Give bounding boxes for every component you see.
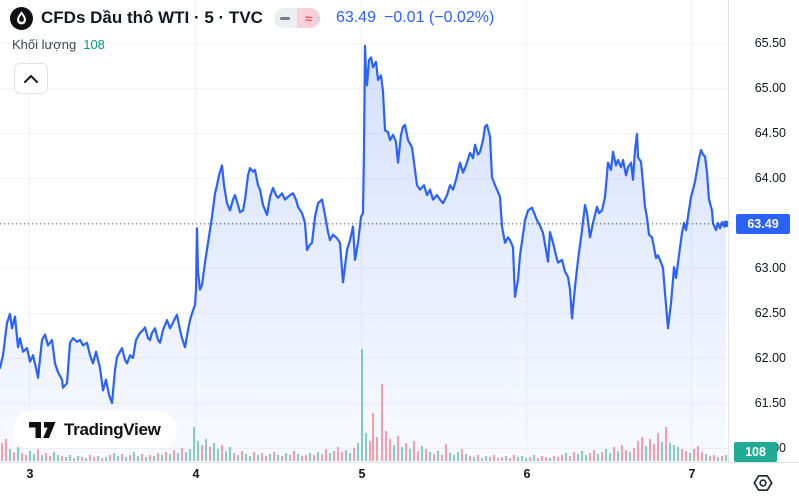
price-tick-label: 65.00: [754, 81, 786, 95]
price-tick-label: 63.00: [754, 261, 786, 275]
price-tick-label: 64.00: [754, 171, 786, 185]
chevron-up-icon: [23, 74, 39, 84]
price-tick-label: 65.50: [754, 36, 786, 50]
price-scale-settings-icon[interactable]: [751, 471, 775, 500]
volume-study-label[interactable]: Khối lượng: [12, 37, 77, 52]
time-tick-label: 5: [358, 467, 366, 481]
volume-study-value: 108: [83, 37, 105, 52]
symbol-title[interactable]: CFDs Dầu thô WTI · 5 · TVC: [41, 8, 263, 27]
time-tick-label: 3: [26, 467, 34, 481]
tradingview-watermark[interactable]: TradingView: [13, 411, 177, 448]
legend: CFDs Dầu thô WTI · 5 · TVC ≈ 63.49 −0.01…: [10, 6, 494, 52]
price-change-value: −0.01 (−0.02%): [383, 9, 495, 26]
market-status-dash-icon: [273, 8, 297, 28]
last-price-value: 63.49: [335, 9, 376, 26]
market-status-pills[interactable]: ≈: [273, 8, 320, 28]
tradingview-logo-icon: [29, 421, 56, 438]
time-tick-label: 7: [688, 467, 696, 481]
last-price-axis-label: 63.49: [736, 213, 790, 234]
volume-axis-label: 108: [734, 442, 777, 462]
legend-collapse-button[interactable]: [14, 63, 48, 94]
price-tick-label: 62.50: [754, 306, 786, 320]
price-tick-label: 62.00: [754, 351, 786, 365]
volume-study-row: Khối lượng 108: [10, 37, 494, 52]
oil-symbol-icon: [10, 6, 33, 30]
price-tick-label: 64.50: [754, 126, 786, 140]
time-tick-label: 4: [192, 467, 200, 481]
tradingview-logo-text: TradingView: [64, 419, 161, 439]
price-tick-label: 61.50: [754, 396, 786, 410]
time-tick-label: 6: [523, 467, 531, 481]
delayed-data-icon: ≈: [296, 8, 320, 28]
symbol-row: CFDs Dầu thô WTI · 5 · TVC ≈ 63.49 −0.01…: [10, 6, 494, 30]
